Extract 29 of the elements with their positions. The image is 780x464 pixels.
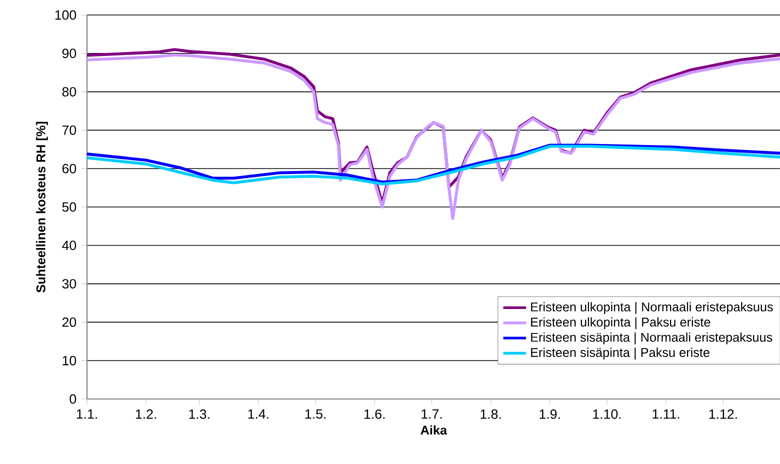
y-tick-label: 60 bbox=[62, 164, 76, 174]
y-tick-label: 50 bbox=[62, 202, 76, 212]
y-tick-label: 30 bbox=[62, 279, 76, 289]
y-tick-label: 20 bbox=[62, 317, 76, 327]
x-tick-label: 1.1. bbox=[76, 409, 97, 419]
y-tick-label: 40 bbox=[62, 240, 76, 250]
y-tick-label: 80 bbox=[62, 87, 76, 97]
y-tick-label: 100 bbox=[55, 10, 76, 20]
x-tick-label: 1.6. bbox=[364, 409, 385, 419]
x-tick-label: 1.9. bbox=[540, 409, 560, 419]
x-tick-label: 1.3. bbox=[189, 409, 210, 419]
x-axis-title: Aika bbox=[420, 425, 448, 435]
legend-label: Eristeen sisäpinta | Normaali eristepaksuus bbox=[531, 332, 772, 344]
x-tick-label: 1.12. bbox=[709, 409, 737, 419]
legend-label: Eristeen ulkopinta | Normaali eristepaksuus bbox=[531, 302, 773, 314]
y-axis-title: Suhteellinen kosteus RH [%] bbox=[36, 122, 48, 293]
x-tick-label: 1.2. bbox=[136, 409, 156, 419]
y-tick-label: 0 bbox=[70, 394, 76, 404]
legend-label: Eristeen sisäpinta | Paksu eriste bbox=[531, 348, 710, 360]
x-tick-label: 1.8. bbox=[480, 409, 501, 419]
y-tick-label: 70 bbox=[62, 125, 76, 135]
legend-label: Eristeen ulkopinta | Paksu eriste bbox=[531, 317, 710, 330]
y-tick-label: 90 bbox=[62, 48, 76, 58]
x-tick-label: 1.5. bbox=[305, 409, 326, 419]
x-tick-label: 1.11. bbox=[652, 409, 680, 419]
x-tick-label: 1.10. bbox=[593, 409, 621, 419]
y-tick-label: 10 bbox=[62, 356, 76, 366]
x-tick-label: 1.7. bbox=[422, 409, 442, 419]
x-tick-label: 1.4. bbox=[248, 409, 268, 419]
